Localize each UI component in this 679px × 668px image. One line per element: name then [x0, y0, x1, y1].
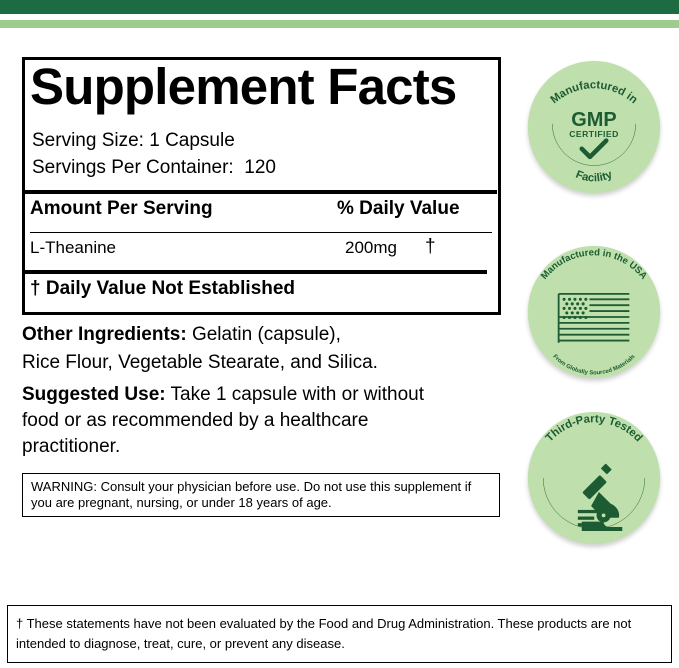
- svg-text:CERTIFIED: CERTIFIED: [569, 129, 619, 139]
- svg-text:GMP: GMP: [571, 109, 616, 131]
